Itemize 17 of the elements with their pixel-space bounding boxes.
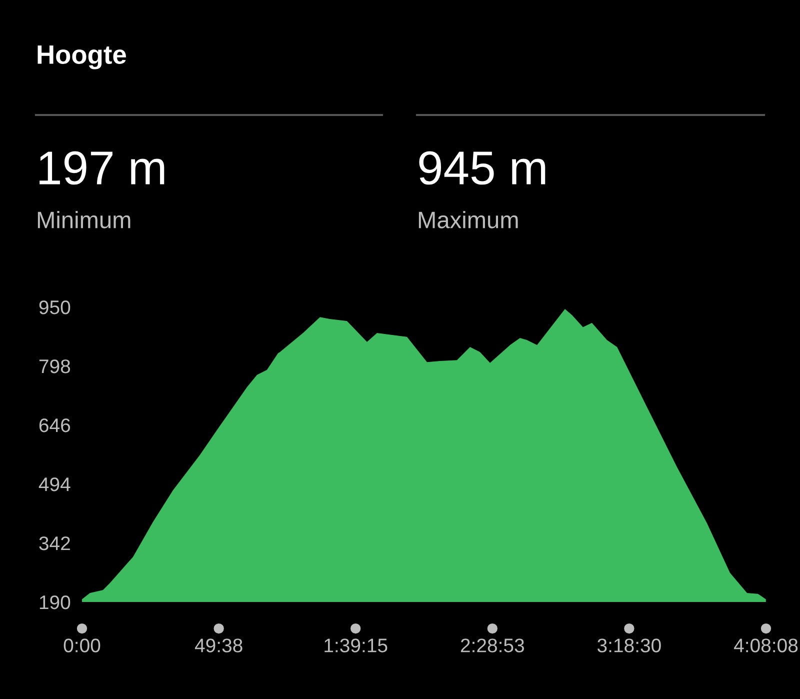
y-tick-label: 190 (40, 595, 70, 610)
text: Minimum (38, 210, 130, 228)
x-tick-label: 1:39:15 (324, 638, 388, 652)
y-tick-label: 494 (38, 477, 70, 492)
x-tick-label: 4:08:08 (734, 638, 798, 652)
chart-title: Hoogte (38, 46, 126, 70)
y-tick-label: 798 (39, 359, 70, 374)
x-tick-label: 2:28:53 (460, 638, 524, 652)
x-tick-label: 49:38 (194, 638, 242, 652)
text: Maximum (418, 210, 518, 228)
y-tick-label: 646 (39, 418, 70, 432)
y-tick-label: 342 (39, 536, 70, 550)
y-tick-label: 950 (39, 300, 70, 314)
text: 197 m (40, 151, 164, 185)
x-tick-label: 3:18:30 (597, 638, 661, 652)
text: 945 m (419, 151, 546, 185)
x-tick-label: 0:00 (64, 638, 100, 652)
